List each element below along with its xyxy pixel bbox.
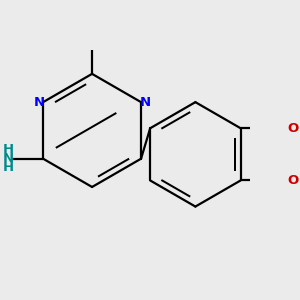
Text: O: O	[287, 122, 298, 135]
Text: O: O	[287, 174, 298, 187]
Text: N: N	[34, 96, 45, 109]
Text: H: H	[3, 143, 14, 156]
Text: H: H	[3, 161, 14, 174]
Text: N: N	[139, 96, 150, 109]
Text: N: N	[3, 152, 14, 165]
